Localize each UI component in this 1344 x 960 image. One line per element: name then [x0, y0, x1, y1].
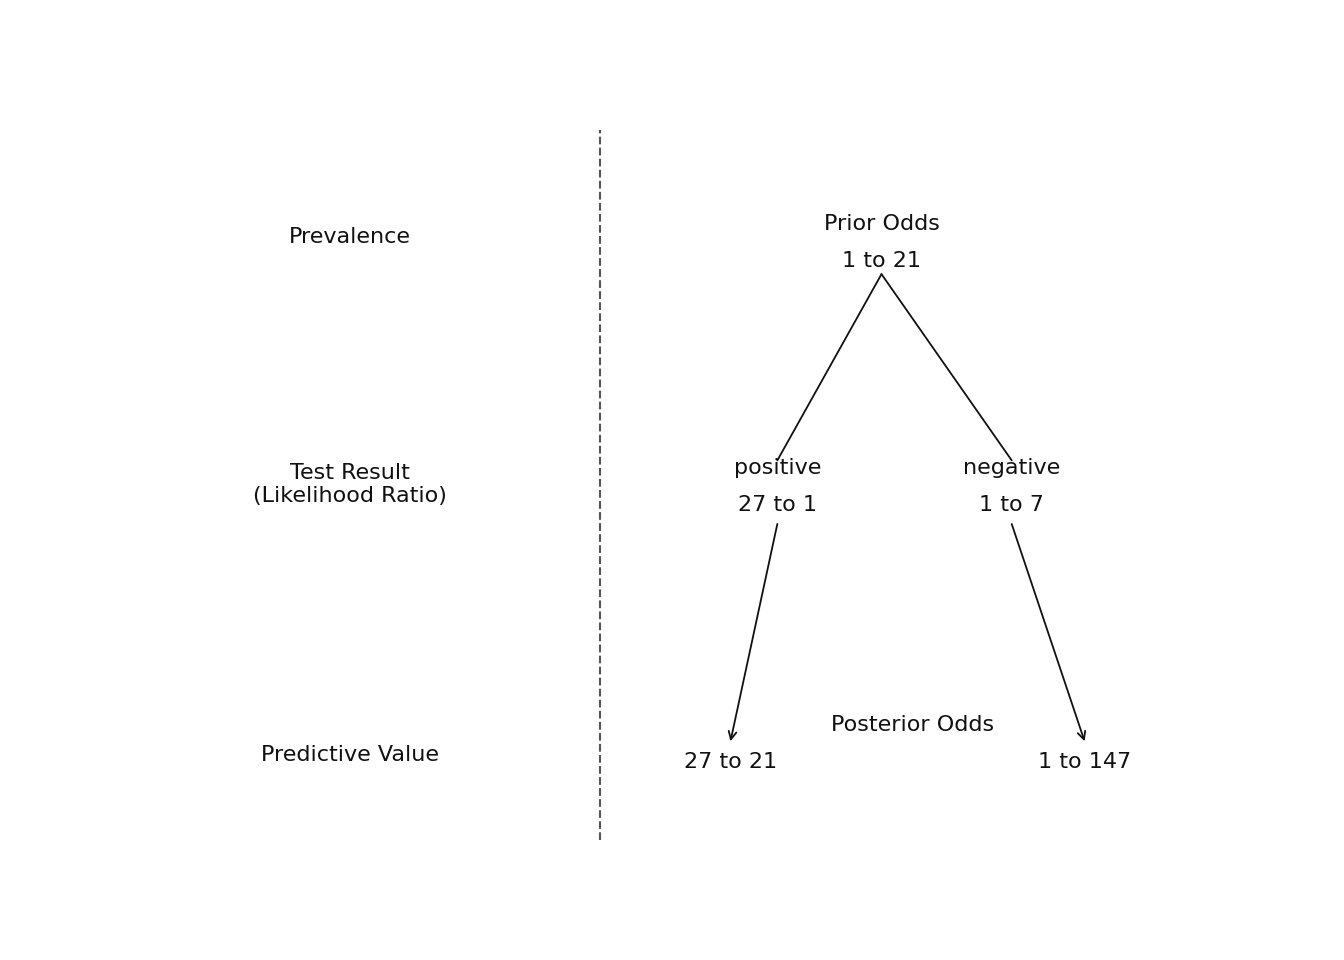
Text: Test Result
(Likelihood Ratio): Test Result (Likelihood Ratio) [253, 464, 448, 507]
Text: Posterior Odds: Posterior Odds [831, 715, 995, 735]
Text: 1 to 21: 1 to 21 [841, 251, 921, 271]
Text: Prevalence: Prevalence [289, 228, 411, 247]
Text: negative: negative [964, 458, 1060, 478]
Text: 27 to 1: 27 to 1 [738, 494, 817, 515]
Text: 1 to 147: 1 to 147 [1038, 752, 1132, 772]
Text: Predictive Value: Predictive Value [261, 745, 439, 764]
Text: Prior Odds: Prior Odds [824, 214, 939, 234]
Text: 1 to 7: 1 to 7 [980, 494, 1044, 515]
Text: 27 to 21: 27 to 21 [684, 752, 777, 772]
Text: positive: positive [734, 458, 821, 478]
